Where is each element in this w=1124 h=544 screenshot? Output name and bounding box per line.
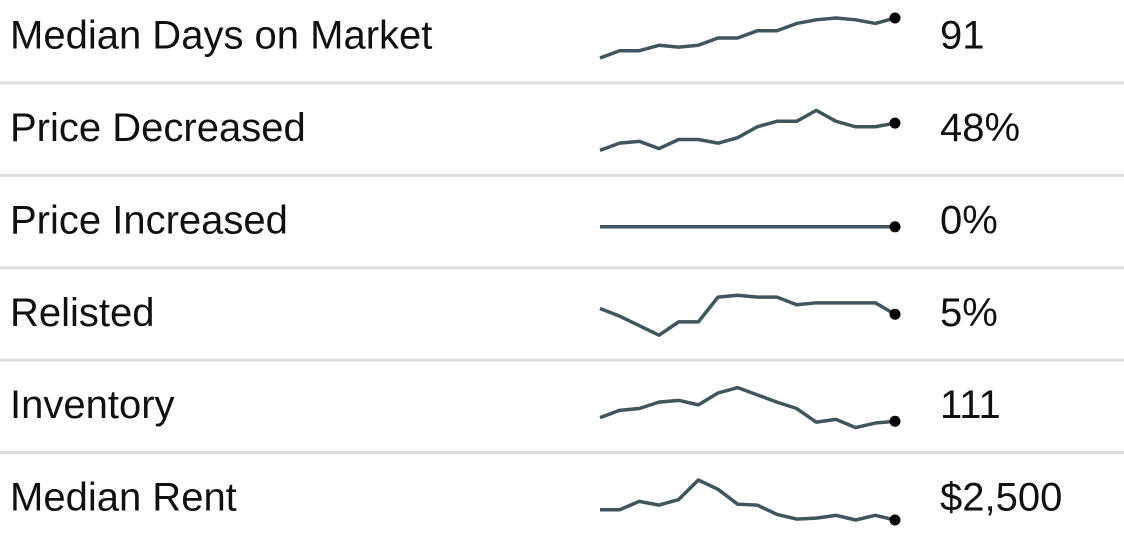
sparkline: [599, 108, 896, 153]
row-label: Relisted: [10, 291, 155, 335]
sparkline-end-dot: [889, 12, 901, 24]
sparkline-end-dot: [889, 221, 901, 233]
row-value: 5%: [940, 291, 998, 335]
row-value: 48%: [940, 106, 1020, 150]
sparkline-end-dot: [889, 308, 901, 320]
row-label: Median Rent: [10, 476, 237, 520]
row-label: Price Decreased: [10, 106, 306, 150]
sparkline-end-dot: [889, 415, 901, 427]
sparkline: [599, 16, 896, 60]
row-label: Price Increased: [10, 198, 288, 242]
row-value: 111: [940, 383, 1001, 427]
row-label: Inventory: [10, 383, 175, 427]
sparkline-end-dot: [889, 117, 901, 129]
sparkline: [599, 293, 896, 337]
row-value: 0%: [940, 198, 998, 242]
row-value: 91: [940, 14, 985, 58]
row-value: $2,500: [940, 476, 1062, 520]
sparkline: [599, 385, 896, 430]
sparkline-end-dot: [889, 514, 901, 526]
row-label: Median Days on Market: [10, 14, 432, 58]
sparkline: [600, 478, 896, 522]
